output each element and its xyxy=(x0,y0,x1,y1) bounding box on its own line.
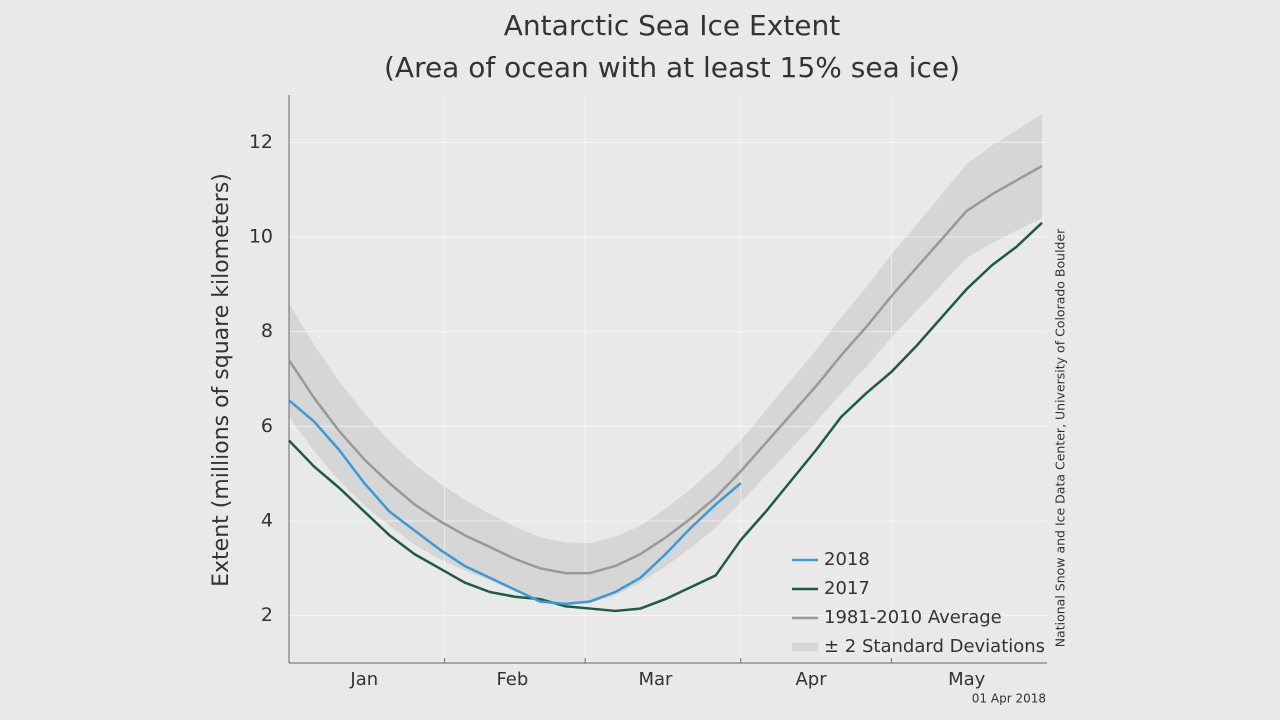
legend-label: 2017 xyxy=(824,578,870,599)
series-line xyxy=(287,164,1043,575)
x-tick-label: Jan xyxy=(349,669,378,690)
source-note: National Snow and Ice Data Center, Unive… xyxy=(1053,228,1068,647)
y-tick-label: 12 xyxy=(249,131,273,153)
y-axis-label: Extent (millions of square kilometers) xyxy=(209,173,234,587)
chart-subtitle: (Area of ocean with at least 15% sea ice… xyxy=(384,51,960,84)
legend-label: 1981-2010 Average xyxy=(824,607,1002,628)
y-tick-label: 8 xyxy=(261,320,273,342)
legend-label: 2018 xyxy=(824,549,870,570)
x-tick-label: Apr xyxy=(795,669,827,690)
y-tick-label: 4 xyxy=(261,510,273,532)
chart-title: Antarctic Sea Ice Extent xyxy=(504,9,840,42)
x-tick-label: Mar xyxy=(638,669,673,690)
legend-label: ± 2 Standard Deviations xyxy=(824,636,1045,657)
series-line xyxy=(288,221,1043,613)
date-note: 01 Apr 2018 xyxy=(972,692,1046,706)
y-tick-label: 6 xyxy=(261,415,273,437)
x-tick-label: May xyxy=(948,669,986,690)
y-tick-label: 2 xyxy=(261,604,273,626)
x-tick-label: Feb xyxy=(496,669,528,690)
y-tick-label: 10 xyxy=(249,226,273,248)
series-line xyxy=(288,399,742,606)
